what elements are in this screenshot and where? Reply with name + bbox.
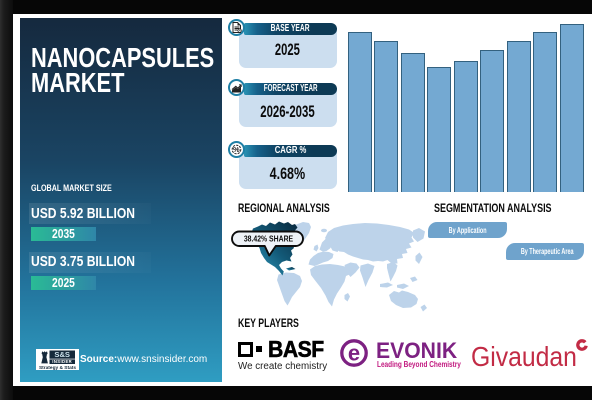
svg-text:INSIDER: INSIDER [52,359,72,364]
svg-text:e: e [348,341,360,366]
svg-text:Strategy & Stats: Strategy & Stats [38,365,75,371]
svg-text:S&S: S&S [54,350,70,359]
svg-text:38.42% SHARE: 38.42% SHARE [244,234,293,244]
svg-text:%: % [233,145,240,154]
